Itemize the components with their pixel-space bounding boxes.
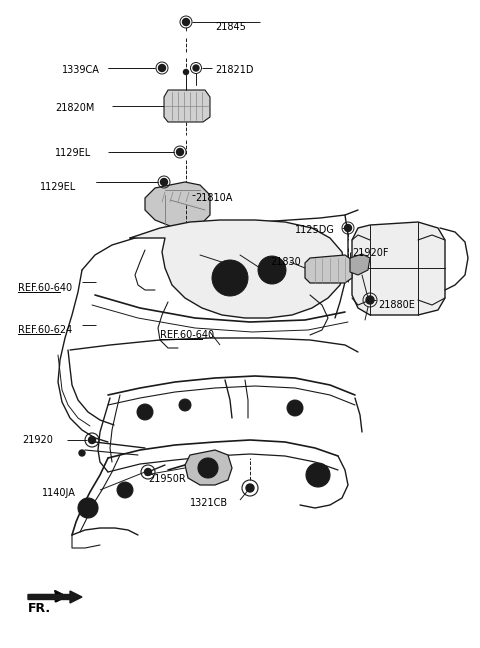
Circle shape bbox=[179, 399, 191, 411]
Text: 21950R: 21950R bbox=[148, 474, 186, 484]
Circle shape bbox=[158, 65, 166, 71]
Polygon shape bbox=[130, 220, 345, 318]
Text: REF.60-640: REF.60-640 bbox=[18, 283, 72, 293]
Text: REF.60-624: REF.60-624 bbox=[18, 325, 72, 335]
Text: 1140JA: 1140JA bbox=[42, 488, 76, 498]
Polygon shape bbox=[305, 255, 352, 283]
Text: 21920F: 21920F bbox=[352, 248, 388, 258]
Circle shape bbox=[144, 469, 152, 476]
Circle shape bbox=[177, 148, 183, 156]
Text: REF.60-640: REF.60-640 bbox=[160, 330, 214, 340]
Circle shape bbox=[366, 296, 374, 304]
Circle shape bbox=[122, 487, 128, 493]
Circle shape bbox=[345, 224, 351, 231]
Circle shape bbox=[78, 498, 98, 518]
Circle shape bbox=[183, 69, 189, 75]
Text: 21821D: 21821D bbox=[215, 65, 253, 75]
Circle shape bbox=[84, 504, 92, 512]
Polygon shape bbox=[164, 90, 210, 122]
Polygon shape bbox=[350, 254, 370, 275]
Circle shape bbox=[117, 482, 133, 498]
Text: FR.: FR. bbox=[28, 602, 51, 615]
Text: 21810A: 21810A bbox=[195, 193, 232, 203]
Polygon shape bbox=[185, 450, 232, 485]
Circle shape bbox=[88, 437, 96, 443]
Text: 1321CB: 1321CB bbox=[190, 498, 228, 508]
Circle shape bbox=[292, 405, 298, 411]
Text: 21830: 21830 bbox=[270, 257, 301, 267]
Circle shape bbox=[79, 450, 85, 456]
Text: 1129EL: 1129EL bbox=[55, 148, 91, 158]
Circle shape bbox=[246, 484, 254, 492]
FancyArrow shape bbox=[28, 591, 82, 603]
Polygon shape bbox=[352, 222, 445, 315]
Circle shape bbox=[198, 458, 218, 478]
Circle shape bbox=[258, 256, 286, 284]
Text: 21920: 21920 bbox=[22, 435, 53, 445]
Circle shape bbox=[137, 404, 153, 420]
Polygon shape bbox=[145, 182, 210, 228]
Circle shape bbox=[203, 463, 213, 473]
Text: 1125DG: 1125DG bbox=[295, 225, 335, 235]
Text: 1339CA: 1339CA bbox=[62, 65, 100, 75]
Circle shape bbox=[306, 463, 330, 487]
Circle shape bbox=[193, 65, 199, 71]
Text: 21880E: 21880E bbox=[378, 300, 415, 310]
Text: 21820M: 21820M bbox=[55, 103, 95, 113]
Circle shape bbox=[212, 260, 248, 296]
Text: 1129EL: 1129EL bbox=[40, 182, 76, 192]
Circle shape bbox=[287, 400, 303, 416]
Circle shape bbox=[222, 270, 238, 286]
Circle shape bbox=[313, 470, 323, 480]
Circle shape bbox=[160, 178, 168, 185]
Text: 21845: 21845 bbox=[215, 22, 246, 32]
Circle shape bbox=[142, 409, 148, 415]
Circle shape bbox=[182, 19, 190, 25]
Circle shape bbox=[266, 264, 278, 276]
